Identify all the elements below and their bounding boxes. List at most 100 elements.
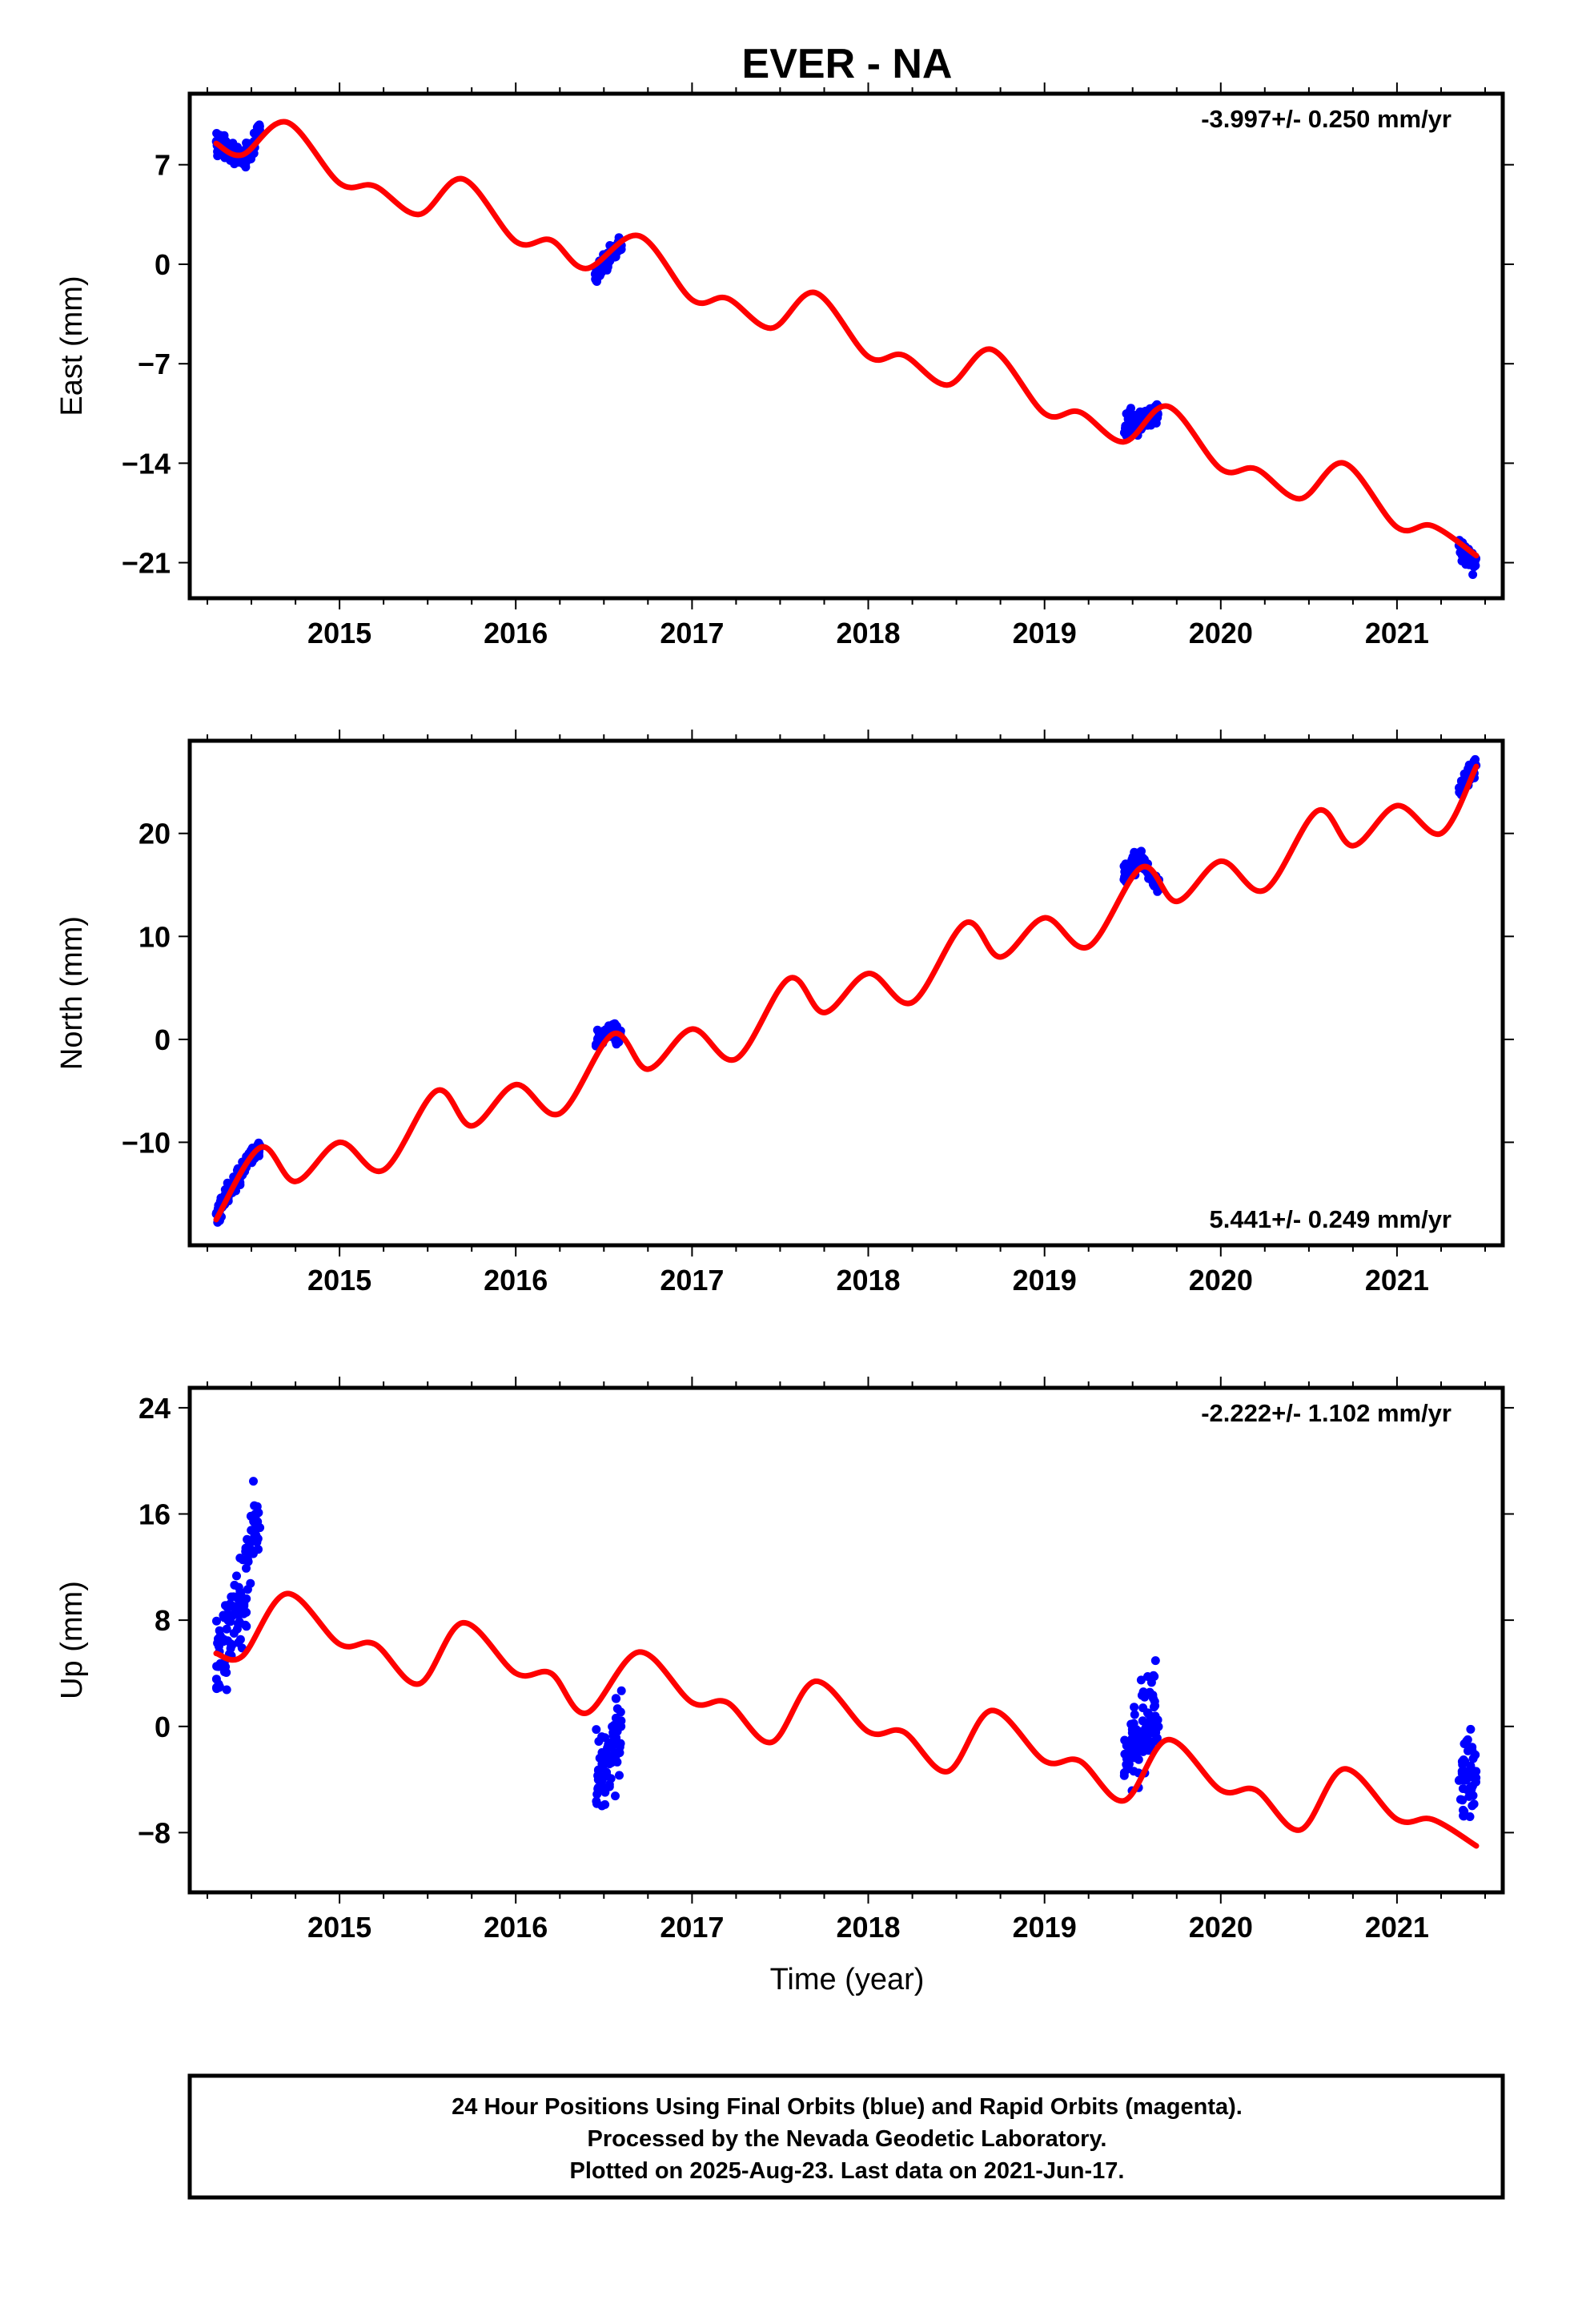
y-tick-label: 16 [139,1498,171,1531]
data-point [612,1039,621,1049]
data-point [1147,1713,1157,1723]
data-point [1463,1735,1472,1744]
y-tick-label: 7 [155,149,171,182]
data-point [594,1773,604,1783]
x-tick-label: 2015 [307,1264,371,1297]
y-axis-label: Up (mm) [55,1581,89,1699]
data-point [1468,570,1478,579]
data-point [1138,1716,1147,1726]
data-point [221,1601,230,1610]
data-point [215,1626,224,1635]
data-point [212,1662,222,1671]
data-point [1138,1747,1148,1756]
x-tick-label: 2018 [836,1911,900,1944]
y-tick-label: 20 [139,818,171,850]
data-point [1130,1710,1139,1719]
data-point [227,1592,236,1602]
x-tick-label: 2018 [836,617,900,649]
data-point [592,1799,601,1808]
data-point [610,252,620,262]
plot-frame [187,738,1505,1248]
data-point [1459,1755,1468,1764]
data-point [611,1791,620,1801]
data-point [1460,1807,1469,1816]
footer-line-3: Plotted on 2025-Aug-23. Last data on 202… [570,2158,1125,2184]
data-point [1139,1734,1149,1743]
data-point [242,1594,251,1603]
data-point [609,1720,619,1730]
data-point [1149,1703,1158,1712]
data-point [242,1622,251,1631]
data-point [1465,1812,1475,1821]
data-point [611,1751,620,1761]
x-tick-label: 2019 [1013,1264,1077,1297]
data-point [223,1616,233,1626]
data-point [248,1549,258,1558]
velocity-label: -2.222+/- 1.102 mm/yr [1201,1399,1452,1427]
data-point [1150,1656,1160,1666]
data-point [250,1501,259,1510]
model-curve [213,119,1480,559]
data-point [214,1642,223,1651]
y-tick-label: −7 [138,348,171,380]
chart-title: EVER - NA [742,41,953,87]
data-point [1129,1719,1138,1728]
data-point [1467,1782,1476,1791]
x-tick-label: 2015 [307,1911,371,1944]
data-point [604,259,613,268]
data-point [602,1767,612,1777]
y-tick-label: 0 [155,1023,171,1056]
data-point [1146,1727,1155,1737]
data-point [220,135,230,145]
x-tick-label: 2021 [1365,1911,1429,1944]
data-point [1467,557,1476,566]
velocity-label: 5.441+/- 0.249 mm/yr [1210,1205,1452,1233]
data-point [230,1580,239,1590]
data-point [1126,404,1135,413]
x-tick-label: 2020 [1189,617,1253,649]
footer-frame [187,2073,1505,2200]
data-point [611,1694,620,1703]
data-point [212,1616,221,1626]
y-tick-label: 10 [139,920,171,953]
data-point [246,1578,255,1588]
data-point [1466,1724,1476,1734]
data-point [243,1554,252,1563]
data-point [232,1571,241,1581]
model-curve [213,763,1480,1223]
data-point [616,1739,625,1748]
y-tick-label: 0 [155,248,171,281]
data-point [222,1624,231,1634]
x-tick-label: 2021 [1365,617,1429,649]
x-tick-label: 2016 [484,1911,548,1944]
x-tick-label: 2017 [660,617,724,649]
data-point [1467,1764,1476,1774]
data-point [600,1799,610,1809]
x-tick-label: 2016 [484,617,548,649]
data-point [242,1607,251,1617]
data-point [249,1477,258,1486]
x-tick-label: 2016 [484,1264,548,1297]
data-point [615,1771,624,1780]
data-point [255,120,264,130]
data-point [1468,1801,1477,1811]
data-point [1136,1675,1146,1685]
data-point [1119,1768,1129,1778]
panel-east: 2015 2016 2017 2018 2019 2020 2021 7 0 −7 −14 −21 Ea… [55,82,1514,649]
y-tick-label: 0 [155,1711,171,1743]
x-tick-label: 2020 [1189,1264,1253,1297]
data-point [1468,1754,1478,1763]
x-axis-label: Time (year) [770,1963,925,1996]
panel-up: 2015 2016 2017 2018 2019 2020 2021 24 16 8 0 −8 Up (… [55,1377,1514,1944]
data-point [603,1751,612,1760]
data-point [1120,1735,1130,1745]
y-tick-label: 24 [139,1392,171,1425]
x-tick-label: 2021 [1365,1264,1429,1297]
data-point [221,1662,231,1671]
data-point [616,1707,625,1717]
plot-frame [187,1385,1505,1895]
data-point [592,1725,601,1735]
data-point [222,1685,231,1695]
x-tick-label: 2017 [660,1264,724,1297]
data-point [1139,854,1149,864]
